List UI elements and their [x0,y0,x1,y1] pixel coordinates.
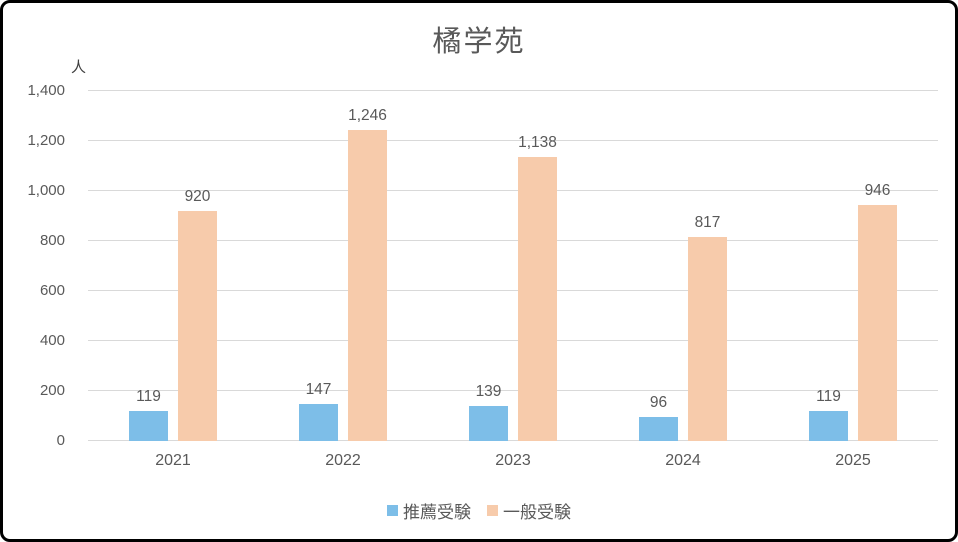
data-label-recommended-exam-2022: 147 [305,381,332,399]
category-group-2021: 119 920 [88,91,258,441]
x-tick-label-2023: 2023 [495,452,531,469]
data-label-general-exam-2021: 920 [184,188,211,205]
bar-group-recommended-exam-2024: 96 [639,394,678,441]
plot-area: 119 920 147 1,246 139 1,138 96 817 119 946 [88,90,938,441]
data-label-general-exam-2023: 1,138 [518,133,557,151]
gridline [88,240,938,241]
gridline [88,90,938,91]
gridline [88,140,938,141]
y-tick-label: 400 [39,332,65,349]
y-tick-label: 800 [39,232,65,249]
gridline [88,340,938,341]
bar-recommended-exam-2025 [809,411,848,441]
bar-general-exam-2022 [348,129,387,441]
x-tick-label-2022: 2022 [325,452,361,469]
data-label-general-exam-2022: 1,246 [348,106,387,124]
gridline [88,290,938,291]
category-group-2025: 119 946 [768,91,938,441]
chart-title: 橘学苑 [432,26,526,58]
y-tick-label: 1,200 [27,132,65,149]
bar-group-general-exam-2025: 946 [858,181,897,441]
bar-group-general-exam-2022: 1,246 [348,106,387,441]
bar-general-exam-2023 [518,156,557,441]
x-tick-label-2024: 2024 [665,452,701,469]
category-group-2023: 139 1,138 [428,91,598,441]
y-axis-tick-labels: 0 200 400 600 800 1,000 1,200 1,400 [3,82,65,449]
legend-label-general-exam: 一般受験 [503,503,571,522]
y-tick-label: 1,400 [27,82,65,99]
legend-swatch-recommended-exam [387,505,398,516]
y-axis-unit-label: 人 [71,59,87,76]
data-label-recommended-exam-2023: 139 [475,383,502,401]
bar-group-recommended-exam-2023: 139 [469,383,508,441]
bar-recommended-exam-2021 [129,411,168,441]
bar-group-recommended-exam-2025: 119 [809,388,848,441]
bar-recommended-exam-2022 [299,404,338,441]
legend-item-recommended-exam: 推薦受験 [387,498,471,523]
x-axis-tick-labels: 2021 2022 2023 2024 2025 [88,452,938,474]
y-tick-label: 1,000 [27,182,65,199]
bar-group-general-exam-2021: 920 [178,188,217,441]
bar-recommended-exam-2024 [639,417,678,441]
bar-general-exam-2025 [858,204,897,441]
legend: 推薦受験 一般受験 [3,498,955,523]
data-label-general-exam-2025: 946 [864,181,891,199]
data-label-recommended-exam-2025: 119 [816,388,841,406]
y-tick-label: 600 [39,282,65,299]
gridline [88,440,938,441]
bar-group-general-exam-2024: 817 [688,214,727,441]
y-tick-label: 0 [56,432,65,449]
gridline [88,390,938,391]
legend-swatch-general-exam [487,505,498,516]
bar-recommended-exam-2023 [469,406,508,441]
gridline [88,190,938,191]
bar-group-general-exam-2023: 1,138 [518,133,557,441]
data-label-general-exam-2024: 817 [694,213,721,231]
bar-group-recommended-exam-2022: 147 [299,381,338,441]
category-group-2022: 147 1,246 [258,91,428,441]
x-tick-label-2021: 2021 [155,452,191,469]
y-tick-label: 200 [39,382,65,399]
bar-general-exam-2021 [178,211,217,441]
bar-group-recommended-exam-2021: 119 [129,388,168,441]
category-group-2024: 96 817 [598,91,768,441]
data-label-recommended-exam-2024: 96 [649,394,668,411]
legend-item-general-exam: 一般受験 [487,498,571,523]
bar-general-exam-2024 [688,236,727,441]
data-label-recommended-exam-2021: 119 [136,388,161,406]
legend-label-recommended-exam: 推薦受験 [403,503,471,522]
x-tick-label-2025: 2025 [835,452,871,469]
